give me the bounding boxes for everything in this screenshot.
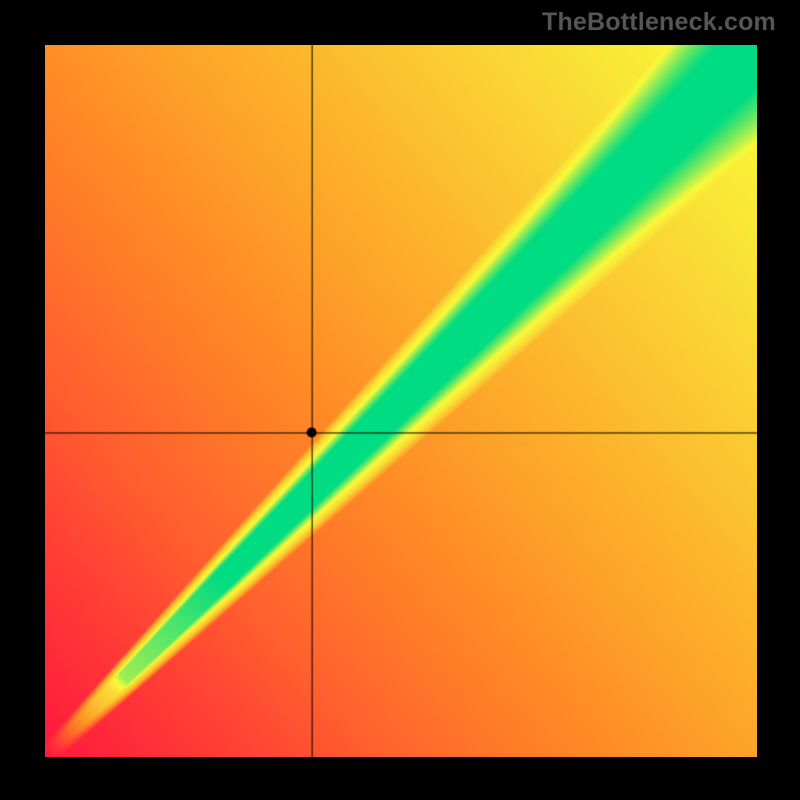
watermark-text: TheBottleneck.com xyxy=(542,8,776,37)
chart-container: TheBottleneck.com xyxy=(0,0,800,800)
bottleneck-heatmap xyxy=(45,45,757,757)
